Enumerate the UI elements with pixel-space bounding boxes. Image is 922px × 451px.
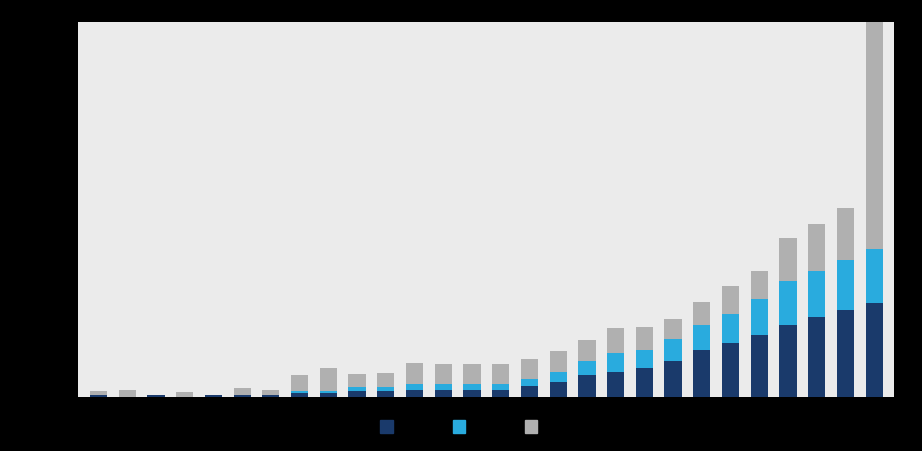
Bar [89, 396, 107, 397]
Bar [291, 375, 308, 391]
Bar [636, 350, 653, 368]
Bar [291, 393, 308, 397]
Bar [406, 363, 423, 385]
Bar [809, 318, 825, 397]
Bar [349, 387, 366, 391]
Bar [779, 282, 797, 325]
Bar [607, 328, 624, 354]
Bar [492, 385, 509, 390]
Bar [665, 361, 681, 397]
Bar [866, 249, 883, 303]
Bar [349, 375, 366, 387]
Bar [751, 271, 768, 300]
Bar [119, 390, 136, 397]
Bar [665, 339, 681, 361]
Bar [492, 364, 509, 385]
Bar [262, 391, 279, 396]
Bar [866, 303, 883, 397]
Bar [779, 239, 797, 282]
Bar [233, 388, 251, 396]
Bar [320, 368, 337, 391]
Bar [320, 393, 337, 397]
Bar [349, 391, 366, 397]
Bar [693, 350, 711, 397]
Bar [693, 302, 711, 325]
Bar [434, 385, 452, 390]
Bar [521, 386, 538, 397]
Bar [492, 390, 509, 397]
Bar [377, 391, 395, 397]
Bar [148, 396, 164, 397]
Bar [837, 260, 854, 310]
Bar [521, 359, 538, 379]
Bar [406, 390, 423, 397]
Bar [550, 372, 567, 382]
Bar [722, 314, 739, 343]
Bar [550, 351, 567, 372]
Bar [176, 392, 194, 397]
Bar [464, 390, 480, 397]
Bar [607, 354, 624, 372]
Bar [607, 372, 624, 397]
Bar [751, 336, 768, 397]
Bar [693, 325, 711, 350]
Bar [866, 0, 883, 249]
Bar [751, 300, 768, 336]
Bar [636, 368, 653, 397]
Bar [665, 319, 681, 339]
Bar [464, 385, 480, 390]
Bar [578, 361, 596, 375]
Bar [809, 271, 825, 318]
Bar [837, 208, 854, 260]
Bar [320, 391, 337, 393]
Bar [722, 287, 739, 314]
Bar [434, 390, 452, 397]
Bar [205, 396, 222, 397]
Bar [464, 364, 480, 385]
Bar [809, 224, 825, 271]
Bar [233, 396, 251, 397]
Bar [406, 385, 423, 390]
Bar [521, 379, 538, 386]
Bar [89, 391, 107, 396]
Bar [722, 343, 739, 397]
Bar [377, 387, 395, 391]
Bar [434, 364, 452, 385]
Bar [291, 391, 308, 393]
Bar [550, 382, 567, 397]
Bar [779, 325, 797, 397]
Bar [837, 310, 854, 397]
Bar [377, 373, 395, 387]
Bar [578, 375, 596, 397]
Legend: , , : , , [375, 414, 547, 440]
Bar [636, 327, 653, 350]
Bar [578, 341, 596, 361]
Bar [262, 396, 279, 397]
